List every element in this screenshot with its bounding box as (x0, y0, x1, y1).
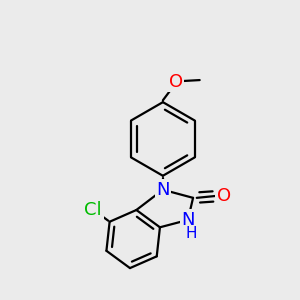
Text: Cl: Cl (85, 201, 102, 219)
Text: N: N (156, 181, 169, 199)
Text: O: O (169, 73, 183, 91)
Text: O: O (217, 187, 231, 205)
Text: N: N (181, 211, 195, 229)
Text: H: H (185, 226, 196, 242)
